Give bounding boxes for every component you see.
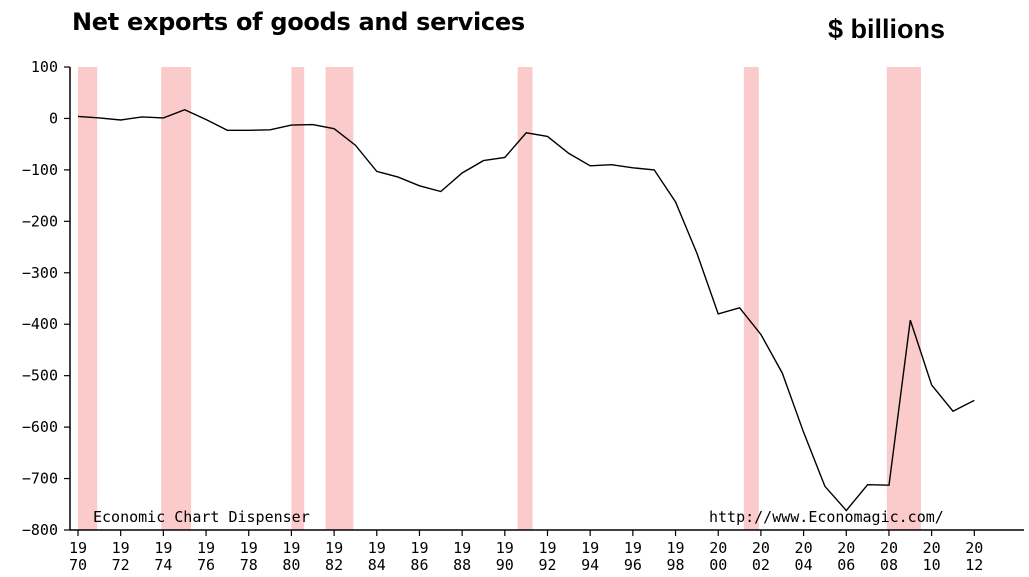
x-tick-label-century: 19 [154,539,172,557]
x-tick-label-year: 98 [667,556,685,574]
x-tick-label-century: 20 [709,539,727,557]
recession-band [78,67,98,530]
x-tick-label-year: 86 [410,556,428,574]
x-tick-label-year: 74 [154,556,172,574]
x-tick-label-year: 94 [581,556,599,574]
x-tick-label-year: 72 [112,556,130,574]
annotation-left: Economic Chart Dispenser [93,508,310,526]
x-tick-label-year: 10 [923,556,941,574]
x-tick-label-century: 19 [368,539,386,557]
x-tick-label-century: 19 [667,539,685,557]
y-tick-label: −800 [22,521,58,539]
recession-band [291,67,305,530]
recession-band [517,67,533,530]
x-tick-label-century: 19 [624,539,642,557]
x-tick-label-year: 82 [325,556,343,574]
x-tick-label-century: 20 [965,539,983,557]
recession-band [743,67,759,530]
x-tick-label-century: 19 [197,539,215,557]
x-tick-label-year: 80 [282,556,300,574]
x-ticks: 1970197219741976197819801982198419861988… [69,530,983,574]
x-tick-label-year: 76 [197,556,215,574]
recession-band [325,67,354,530]
y-tick-label: −600 [22,418,58,436]
x-tick-label-year: 70 [69,556,87,574]
x-tick-label-year: 12 [965,556,983,574]
recession-bands [78,67,921,530]
x-tick-label-century: 19 [69,539,87,557]
x-tick-label-century: 19 [325,539,343,557]
x-tick-label-century: 20 [752,539,770,557]
y-tick-label: 0 [49,109,58,127]
annotation-right: http://www.Economagic.com/ [709,508,944,526]
x-tick-label-year: 90 [496,556,514,574]
x-tick-label-year: 92 [538,556,556,574]
x-tick-label-year: 04 [795,556,813,574]
x-tick-label-year: 02 [752,556,770,574]
x-tick-label-century: 19 [282,539,300,557]
y-tick-label: 100 [31,58,58,76]
recession-band [161,67,192,530]
x-tick-label-century: 20 [837,539,855,557]
x-tick-label-year: 78 [240,556,258,574]
x-tick-label-century: 19 [112,539,130,557]
x-tick-label-century: 19 [496,539,514,557]
x-tick-label-century: 20 [880,539,898,557]
x-tick-label-century: 19 [410,539,428,557]
x-tick-label-year: 00 [709,556,727,574]
y-ticks: 100 0 −100 −200 −300 −400 −500 −600 −700 −800 [22,58,70,539]
x-tick-label-year: 88 [453,556,471,574]
x-tick-label-year: 96 [624,556,642,574]
x-tick-label-year: 84 [368,556,386,574]
x-tick-label-century: 20 [923,539,941,557]
y-tick-label: −400 [22,315,58,333]
y-tick-label: −500 [22,367,58,385]
x-tick-label-century: 19 [453,539,471,557]
x-tick-label-year: 08 [880,556,898,574]
x-tick-label-year: 06 [837,556,855,574]
net-exports-line [77,108,975,512]
y-tick-label: −100 [22,161,58,179]
chart-title: Net exports of goods and services [72,8,525,36]
x-tick-label-century: 20 [795,539,813,557]
unit-label: $ billions [828,14,946,44]
x-tick-label-century: 19 [538,539,556,557]
x-tick-label-century: 19 [581,539,599,557]
x-tick-label-century: 19 [240,539,258,557]
y-tick-label: −700 [22,470,58,488]
y-tick-label: −200 [22,212,58,230]
y-tick-label: −300 [22,264,58,282]
